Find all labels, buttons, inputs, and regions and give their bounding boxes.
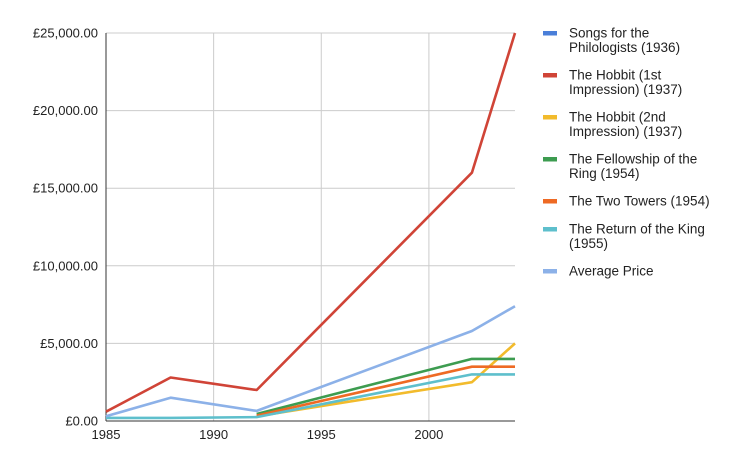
y-tick-label: £5,000.00 (40, 336, 98, 351)
legend-label: Impression) (1937) (569, 124, 682, 139)
legend-swatch (543, 227, 557, 232)
legend-swatch (543, 115, 557, 120)
legend-item-6: The Return of the King(1955) (543, 222, 705, 251)
series-line-4 (256, 357, 515, 416)
legend-item-5: The Two Towers (1954) (543, 194, 710, 209)
legend-swatch (543, 269, 557, 274)
y-axis-tick-labels: £0.00 £5,000.00 £10,000.00 £15,000.00 £20,00… (33, 26, 98, 429)
series-line-6 (106, 373, 515, 420)
legend-swatch (543, 31, 557, 36)
legend-label: Philologists (1936) (569, 40, 680, 55)
legend-swatch (543, 157, 557, 162)
legend-label: The Fellowship of the (569, 152, 697, 167)
x-tick-label: 1990 (199, 427, 228, 442)
legend-label: Average Price (569, 264, 654, 279)
y-tick-label: £10,000.00 (33, 258, 98, 273)
x-tick-label: 1995 (307, 427, 336, 442)
legend-item-7: Average Price (543, 264, 654, 279)
y-tick-label: £15,000.00 (33, 181, 98, 196)
series-line-2 (105, 32, 517, 413)
series-line-5 (256, 365, 515, 417)
x-tick-label: 1985 (92, 427, 121, 442)
y-tick-label: £20,000.00 (33, 103, 98, 118)
y-tick-label: £25,000.00 (33, 26, 98, 41)
gridlines (106, 32, 515, 421)
axes (105, 33, 515, 422)
legend-label: The Return of the King (569, 222, 705, 237)
legend-label: (1955) (569, 236, 608, 251)
series-line-7 (105, 305, 516, 418)
legend-label: Songs for the (569, 26, 649, 41)
legend-label: The Hobbit (2nd (569, 110, 666, 125)
x-axis-tick-labels: 1985 1990 1995 2000 (92, 427, 444, 442)
legend-swatch (543, 199, 557, 204)
y-tick-label: £0.00 (65, 414, 98, 429)
legend-label: Impression) (1937) (569, 82, 682, 97)
legend-label: The Hobbit (1st (569, 68, 662, 83)
x-tick-label: 2000 (414, 427, 443, 442)
legend-swatch (543, 73, 557, 78)
series-line-3 (256, 342, 516, 418)
legend-label: The Two Towers (1954) (569, 194, 710, 209)
legend-label: Ring (1954) (569, 166, 640, 181)
series-lines (105, 32, 517, 420)
